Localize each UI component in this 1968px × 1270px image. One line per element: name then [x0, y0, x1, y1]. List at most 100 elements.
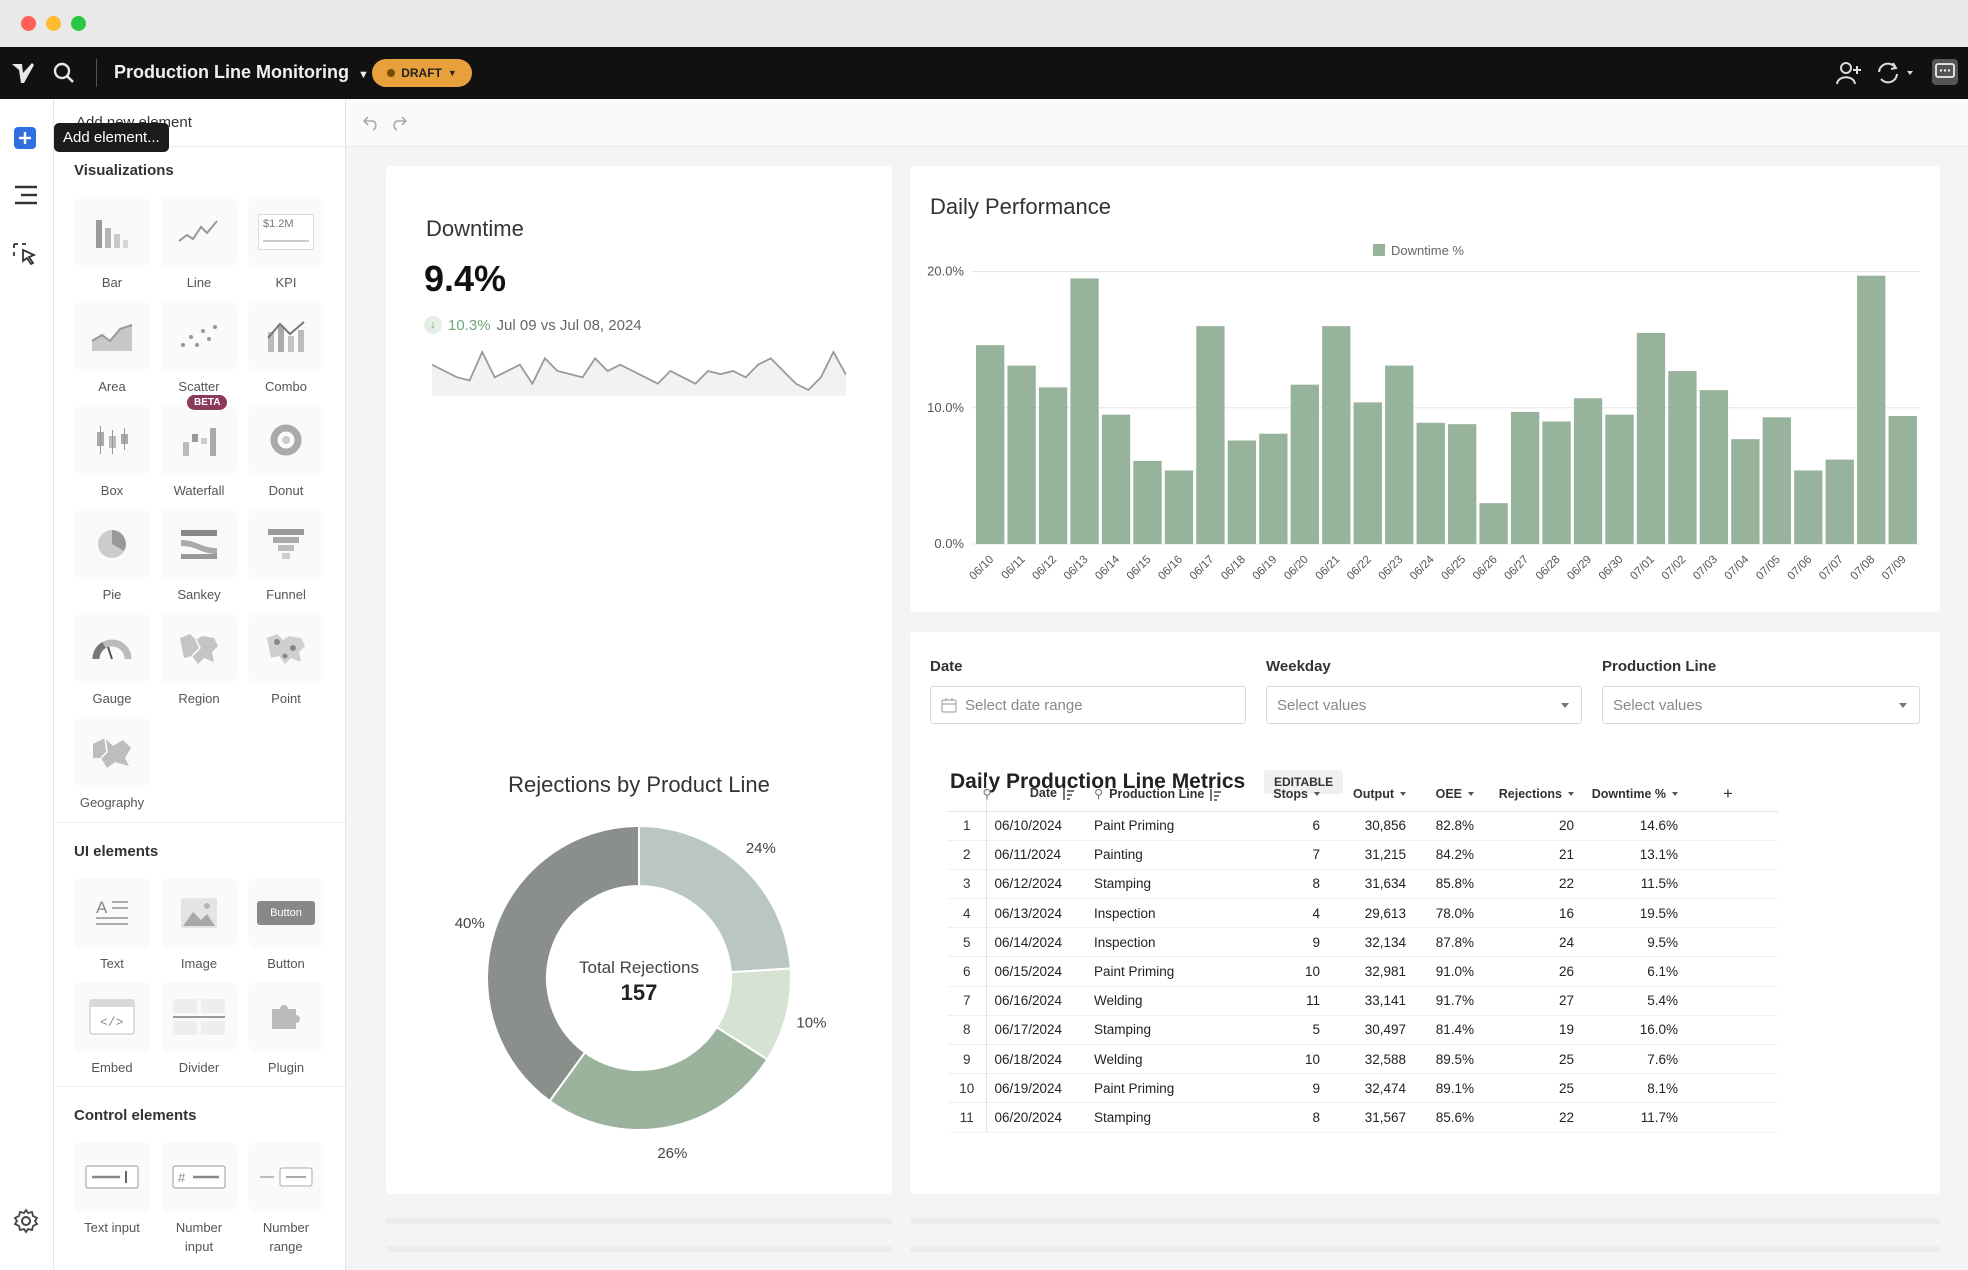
table-row[interactable]: 4 06/13/2024 Inspection 4 29,613 78.0% 16 19.5% [948, 898, 1778, 929]
table-cell[interactable]: 33,141 [1330, 986, 1416, 1016]
table-cell[interactable]: 32,474 [1330, 1073, 1416, 1104]
add-user-icon[interactable] [1835, 60, 1863, 86]
funnel-element-tile[interactable]: Funnel [248, 509, 324, 604]
undo-icon[interactable] [362, 113, 380, 131]
table-cell[interactable]: 06/19/2024 [986, 1073, 1086, 1104]
sync-icon[interactable] [1874, 60, 1914, 86]
pie-element-tile[interactable]: Pie [74, 509, 150, 604]
table-cell[interactable]: Welding [1086, 1044, 1256, 1075]
table-cell[interactable]: 06/10/2024 [986, 811, 1086, 841]
table-cell[interactable]: 84.2% [1416, 840, 1484, 870]
filter-date-input[interactable]: Select date range [930, 686, 1246, 724]
table-cell[interactable]: 85.8% [1416, 869, 1484, 900]
select-element-icon[interactable] [12, 241, 40, 267]
table-cell[interactable]: 8.1% [1584, 1073, 1688, 1104]
table-row[interactable]: 3 06/12/2024 Stamping 8 31,634 85.8% 22 11.5% [948, 869, 1778, 900]
column-header-oee[interactable]: OEE [1416, 777, 1484, 812]
gauge-element-tile[interactable]: Gauge [74, 613, 150, 708]
table-cell[interactable]: 78.0% [1416, 898, 1484, 929]
table-cell[interactable]: 11.5% [1584, 869, 1688, 900]
table-cell[interactable]: 21 [1484, 840, 1584, 870]
table-cell[interactable]: Painting [1086, 840, 1256, 870]
table-cell[interactable]: 6.1% [1584, 956, 1688, 987]
add-element-icon[interactable] [13, 126, 37, 150]
chevron-down-icon[interactable] [1400, 792, 1406, 797]
table-cell[interactable]: Paint Priming [1086, 811, 1256, 841]
table-cell[interactable]: 87.8% [1416, 927, 1484, 958]
area-element-tile[interactable]: Area [74, 301, 150, 396]
table-cell[interactable]: 6 [1256, 811, 1330, 841]
table-cell[interactable]: 30,497 [1330, 1015, 1416, 1046]
filter-production-line-input[interactable]: Select values [1602, 686, 1920, 724]
table-cell[interactable]: 81.4% [1416, 1015, 1484, 1046]
minimize-window-button[interactable] [46, 16, 61, 31]
table-cell[interactable]: 06/14/2024 [986, 927, 1086, 958]
geography-element-tile[interactable]: Geography [74, 717, 150, 812]
embed-element-tile[interactable]: </> Embed [74, 982, 150, 1077]
table-cell[interactable]: 11 [1256, 986, 1330, 1016]
outline-icon[interactable] [13, 184, 39, 206]
add-column-button[interactable]: + [1688, 777, 1778, 812]
region-element-tile[interactable]: Region [161, 613, 237, 708]
redo-icon[interactable] [390, 113, 408, 131]
kpi-element-tile[interactable]: $1.2M KPI [248, 197, 324, 292]
settings-gear-icon[interactable] [12, 1207, 40, 1235]
table-cell[interactable]: Stamping [1086, 869, 1256, 900]
maximize-window-button[interactable] [71, 16, 86, 31]
table-cell[interactable]: 06/11/2024 [986, 840, 1086, 870]
table-cell[interactable]: 25 [1484, 1073, 1584, 1104]
table-cell[interactable]: 82.8% [1416, 811, 1484, 841]
number-range-element-tile[interactable]: Number range [248, 1142, 324, 1256]
chevron-down-icon[interactable] [1899, 703, 1907, 708]
table-cell[interactable]: 10 [1256, 1044, 1330, 1075]
chevron-down-icon[interactable] [1561, 703, 1569, 708]
table-cell[interactable]: 06/18/2024 [986, 1044, 1086, 1075]
divider-element-tile[interactable]: Divider [161, 982, 237, 1077]
table-cell[interactable]: 7.6% [1584, 1044, 1688, 1075]
table-cell[interactable]: 29,613 [1330, 898, 1416, 929]
close-window-button[interactable] [21, 16, 36, 31]
table-cell[interactable]: Paint Priming [1086, 956, 1256, 987]
table-cell[interactable]: 19.5% [1584, 898, 1688, 929]
table-cell[interactable]: 13.1% [1584, 840, 1688, 870]
kpi-card[interactable]: Downtime 9.4% ↓ 10.3% Jul 09 vs Jul 08, … [386, 166, 892, 1194]
table-row[interactable]: 7 06/16/2024 Welding 11 33,141 91.7% 27 5.4% [948, 986, 1778, 1016]
table-cell[interactable]: 31,567 [1330, 1102, 1416, 1133]
line-element-tile[interactable]: Line [161, 197, 237, 292]
table-row[interactable]: 9 06/18/2024 Welding 10 32,588 89.5% 25 7.6% [948, 1044, 1778, 1075]
box-element-tile[interactable]: Box [74, 405, 150, 500]
waterfall-element-tile[interactable]: BETA Waterfall [161, 395, 237, 500]
table-cell[interactable]: 9 [1256, 927, 1330, 958]
filter-weekday-input[interactable]: Select values [1266, 686, 1582, 724]
text-input-element-tile[interactable]: Text input [74, 1142, 150, 1237]
table-row[interactable]: 6 06/15/2024 Paint Priming 10 32,981 91.0% 26 6… [948, 956, 1778, 987]
table-cell[interactable]: 20 [1484, 811, 1584, 841]
table-cell[interactable]: 06/12/2024 [986, 869, 1086, 900]
table-row[interactable]: 8 06/17/2024 Stamping 5 30,497 81.4% 19 16.0% [948, 1015, 1778, 1046]
table-cell[interactable]: Inspection [1086, 898, 1256, 929]
column-header-output[interactable]: Output [1330, 777, 1416, 812]
workbook-title[interactable]: Production Line Monitoring ▼ [114, 62, 369, 82]
table-cell[interactable]: 27 [1484, 986, 1584, 1016]
table-row[interactable]: 5 06/14/2024 Inspection 9 32,134 87.8% 24 9.5% [948, 927, 1778, 958]
column-header-production-line[interactable]: ⚲ Production Line [1086, 777, 1256, 812]
table-cell[interactable]: 22 [1484, 869, 1584, 900]
table-cell[interactable]: 9.5% [1584, 927, 1688, 958]
table-cell[interactable]: 26 [1484, 956, 1584, 987]
table-cell[interactable]: 06/15/2024 [986, 956, 1086, 987]
table-cell[interactable]: 31,215 [1330, 840, 1416, 870]
scatter-element-tile[interactable]: Scatter [161, 301, 237, 396]
text-element-tile[interactable]: A Text [74, 878, 150, 973]
table-cell[interactable]: 7 [1256, 840, 1330, 870]
table-cell[interactable]: 31,634 [1330, 869, 1416, 900]
table-row[interactable]: 1 06/10/2024 Paint Priming 6 30,856 82.8% 20 14… [948, 811, 1778, 841]
table-cell[interactable]: 10 [1256, 956, 1330, 987]
daily-performance-card[interactable]: Daily Performance Downtime % 0.0% 10.0% 20.… [910, 166, 1940, 612]
combo-element-tile[interactable]: Combo [248, 301, 324, 396]
table-cell[interactable]: 89.5% [1416, 1044, 1484, 1075]
chevron-down-icon[interactable] [1672, 792, 1678, 797]
draft-status-badge[interactable]: DRAFT ▼ [372, 59, 472, 87]
chevron-down-icon[interactable] [1468, 792, 1474, 797]
table-row[interactable]: 10 06/19/2024 Paint Priming 9 32,474 89.1% 25 8… [948, 1073, 1778, 1104]
table-cell[interactable]: 91.0% [1416, 956, 1484, 987]
